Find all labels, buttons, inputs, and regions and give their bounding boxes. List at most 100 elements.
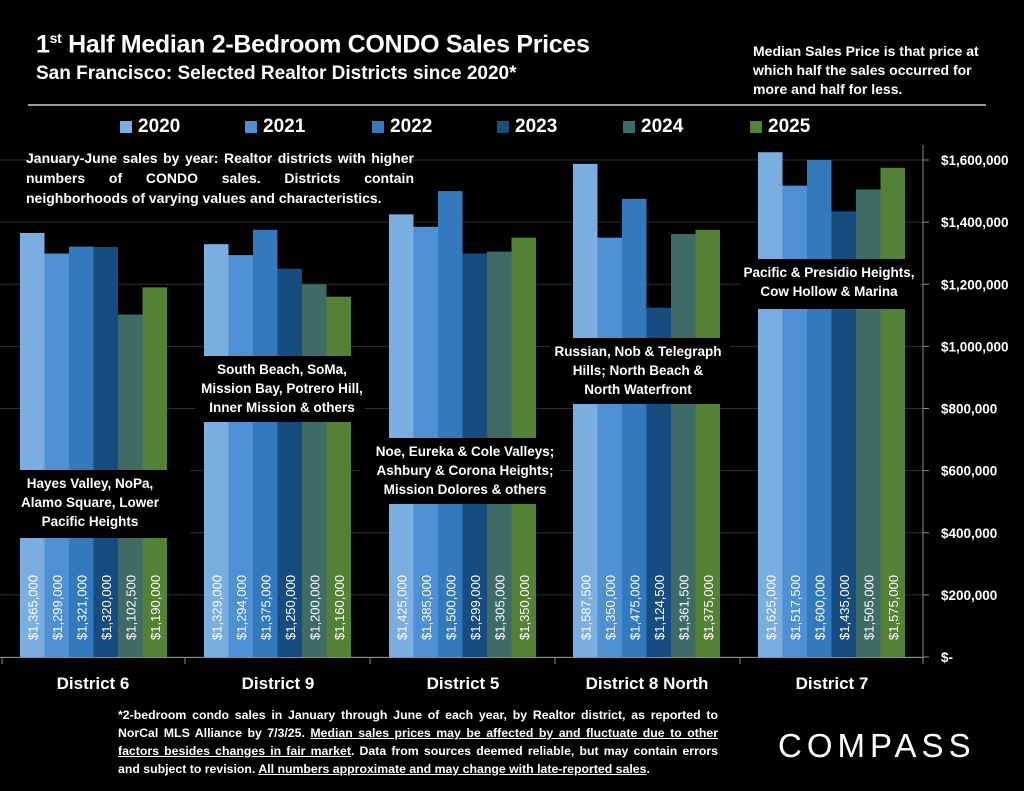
data-label: $1,517,500 [788, 575, 803, 640]
district-description: Russian, Nob & Telegraph Hills; North Bea… [554, 344, 721, 397]
bar-2020 [758, 152, 783, 657]
legend-swatch [372, 121, 384, 133]
legend-swatch [750, 121, 762, 133]
intro-note: January-June sales by year: Realtor dist… [26, 150, 414, 206]
chart-subtitle: San Francisco: Selected Realtor District… [36, 63, 517, 84]
title-superscript: st [49, 30, 62, 46]
header-divider [28, 104, 986, 106]
data-label: $1,350,000 [517, 575, 532, 640]
legend-swatch [497, 121, 509, 133]
data-label: $1,435,000 [837, 575, 852, 640]
district-description-box [0, 470, 190, 538]
legend-item-2023: 2023 [497, 116, 557, 138]
district-description-box [550, 338, 730, 404]
district-description: Noe, Eureka & Cole Valleys; Ashbury & Cor… [376, 444, 555, 497]
district-description: South Beach, SoMa, Mission Bay, Potrero H… [201, 362, 363, 415]
bar-2020 [20, 232, 45, 657]
bar-2022 [253, 229, 278, 657]
data-label: $1,365,000 [25, 575, 40, 640]
district-description-box [195, 356, 365, 422]
bar-2022 [807, 160, 832, 657]
median-definition-note: Median Sales Price is that price at whic… [753, 43, 979, 97]
y-tick-label: $400,000 [941, 526, 997, 541]
data-label: $1,587,500 [578, 575, 593, 640]
legend-item-2025: 2025 [750, 116, 810, 138]
footnote-underlined-2: All numbers approximate and may change w… [258, 762, 647, 776]
footnote-text-3: . [646, 762, 650, 776]
bar-2022 [622, 198, 647, 657]
bar-2020 [389, 214, 414, 657]
data-label: $1,299,000 [50, 575, 65, 640]
title-text: Half Median 2-Bedroom CONDO Sales Prices [61, 30, 590, 59]
data-label: $1,294,000 [234, 575, 249, 640]
data-label: $1,321,000 [74, 575, 89, 640]
data-label: $1,250,000 [283, 575, 298, 640]
y-tick-label: $1,600,000 [941, 153, 1009, 168]
data-label: $1,350,000 [603, 575, 618, 640]
legend-swatch [623, 121, 635, 133]
data-label: $1,375,000 [701, 575, 716, 640]
legend-label: 2025 [768, 116, 811, 137]
district-description: Hayes Valley, NoPa, Alamo Square, Lower Pa… [21, 476, 160, 529]
bar-2025 [695, 229, 720, 657]
data-label: $1,200,000 [307, 575, 322, 640]
data-label: $1,329,000 [209, 575, 224, 640]
y-tick-label: $1,400,000 [941, 215, 1009, 230]
y-tick-label: $600,000 [941, 464, 997, 479]
data-label: $1,299,000 [468, 575, 483, 640]
x-category-label: District 6 [57, 674, 130, 693]
footnote-text-1: *2-bedroom condo sales in January throug… [118, 708, 718, 740]
data-label: $1,600,000 [812, 575, 827, 640]
legend-label: 2023 [515, 116, 558, 137]
legend-item-2021: 2021 [245, 116, 305, 138]
x-category-label: District 7 [796, 674, 869, 693]
data-label: $1,425,000 [394, 575, 409, 640]
data-label: $1,160,000 [332, 575, 347, 640]
data-label: $1,375,000 [258, 575, 273, 640]
title-number: 1 [36, 30, 50, 59]
data-label: $1,102,500 [123, 575, 138, 640]
data-label: $1,361,500 [676, 575, 691, 640]
footnote-text-2: . Data from sources deemed reliable, but… [118, 744, 719, 776]
legend-label: 2024 [641, 116, 684, 137]
bar-2023 [277, 268, 302, 657]
y-tick-label: $200,000 [941, 588, 997, 603]
x-category-label: District 9 [242, 674, 315, 693]
footnote-underlined-1: Median sales prices may be affected by a… [118, 726, 718, 758]
district-description-box [740, 259, 920, 309]
district-description-box [360, 438, 560, 504]
legend-swatch [245, 121, 257, 133]
bar-2020 [204, 244, 229, 657]
legend-label: 2020 [138, 116, 181, 137]
data-label: $1,305,000 [492, 575, 507, 640]
chart-title: 1st Half Median 2-Bedroom CONDO Sales Pr… [36, 30, 590, 59]
compass-logo: COMPASS [778, 727, 976, 764]
bar-2025 [880, 167, 905, 657]
data-label: $1,124,500 [652, 575, 667, 640]
bar-2020 [573, 163, 598, 657]
x-category-label: District 5 [427, 674, 500, 693]
y-tick-label: $- [941, 650, 953, 665]
bar-2022 [438, 191, 463, 657]
legend-item-2020: 2020 [120, 116, 180, 138]
data-label: $1,500,000 [443, 575, 458, 640]
legend-item-2022: 2022 [372, 116, 432, 138]
legend-item-2024: 2024 [623, 116, 683, 138]
data-label: $1,625,000 [763, 575, 778, 640]
x-category-label: District 8 North [586, 674, 709, 693]
bar-2024 [302, 284, 327, 657]
district-description: Pacific & Presidio Heights, Cow Hollow & … [743, 265, 914, 299]
bar-2021 [228, 255, 253, 657]
footnote: *2-bedroom condo sales in January throug… [118, 706, 718, 778]
y-tick-label: $1,000,000 [941, 339, 1009, 354]
bar-2021 [597, 237, 622, 657]
y-tick-label: $1,200,000 [941, 277, 1009, 292]
bar-2022 [69, 246, 94, 657]
legend-swatch [120, 121, 132, 133]
data-label: $1,190,000 [148, 575, 163, 640]
data-label: $1,475,000 [627, 575, 642, 640]
y-tick-label: $800,000 [941, 402, 997, 417]
data-label: $1,320,000 [99, 575, 114, 640]
data-label: $1,385,000 [419, 575, 434, 640]
